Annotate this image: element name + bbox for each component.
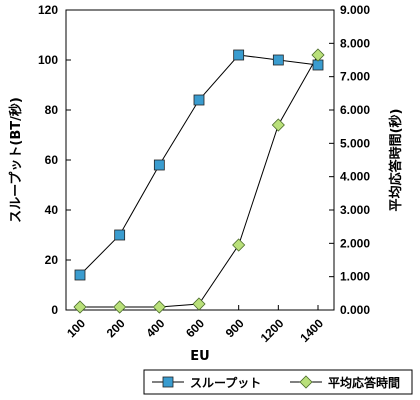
right-tick-label: 4.000 [340, 170, 370, 184]
series-line-response-time [80, 54, 319, 308]
response-time-point [271, 118, 285, 132]
plot-area [65, 9, 335, 311]
left-tick-label: 0 [51, 303, 58, 317]
left-tick-label: 80 [45, 103, 59, 117]
right-tick-label: 8.000 [340, 36, 370, 50]
response-time-point [152, 300, 166, 314]
legend-label-response: 平均応答時間 [328, 375, 400, 390]
legend-marker-response [299, 375, 313, 389]
throughput-point [114, 229, 126, 241]
left-axis-ticks: 0 20 40 60 80 100 120 [38, 3, 71, 317]
right-tick-label: 3.000 [340, 203, 370, 217]
response-time-point [311, 48, 325, 62]
x-tick-label: 200 [104, 316, 128, 340]
left-tick-label: 60 [45, 153, 59, 167]
legend-box [143, 369, 413, 395]
series-markers [73, 48, 325, 314]
x-tick-label: 600 [183, 316, 207, 340]
throughput-point [272, 54, 284, 66]
response-time-point [232, 238, 246, 252]
legend-label-throughput: スループット [190, 375, 261, 390]
x-axis-ticks: 100 200 400 600 900 1200 1400 [64, 305, 326, 345]
response-time-point [192, 297, 206, 311]
left-tick-label: 20 [45, 253, 59, 267]
right-axis-ticks: 0.000 1.000 2.000 3.000 4.000 5.000 6.000 7.000… [329, 3, 370, 317]
throughput-point [233, 49, 245, 61]
throughput-point [74, 269, 86, 281]
legend: スループット 平均応答時間 [143, 369, 413, 395]
throughput-point [153, 159, 165, 171]
response-time-point [73, 300, 87, 314]
x-tick-label: 100 [64, 316, 88, 340]
left-axis-title: スループット(BT/秒) [8, 97, 24, 223]
right-tick-label: 0.000 [340, 303, 370, 317]
left-tick-label: 100 [38, 53, 58, 67]
series-line-throughput [79, 54, 319, 276]
x-tick-label: 1200 [258, 316, 287, 345]
x-tick-label: 900 [223, 316, 247, 340]
left-tick-label: 40 [45, 203, 59, 217]
x-tick-label: 400 [143, 316, 167, 340]
x-axis-title: EU [190, 349, 209, 364]
right-tick-label: 2.000 [340, 236, 370, 250]
response-time-point [113, 300, 127, 314]
right-tick-label: 9.000 [340, 3, 370, 17]
legend-marker-throughput [162, 376, 174, 388]
right-tick-label: 6.000 [340, 103, 370, 117]
right-tick-label: 1.000 [340, 270, 370, 284]
right-tick-label: 7.000 [340, 70, 370, 84]
left-tick-label: 120 [38, 3, 58, 17]
throughput-point [193, 94, 205, 106]
right-axis-title: 平均応答時間(秒) [388, 109, 404, 212]
series-lines [79, 54, 319, 308]
x-tick-label: 1400 [297, 316, 326, 345]
right-tick-label: 5.000 [340, 136, 370, 150]
